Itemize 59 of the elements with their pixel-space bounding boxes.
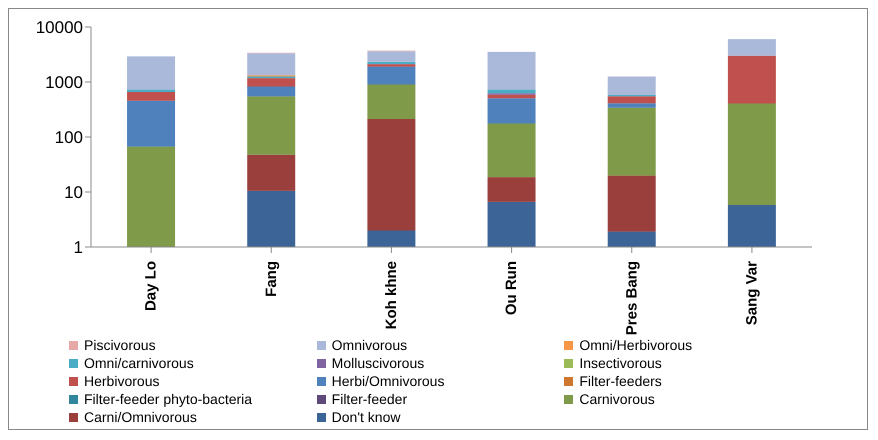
legend-label: Molluscivorous — [332, 355, 424, 371]
legend-label: Herbi/Omnivorous — [332, 373, 444, 389]
legend-label: Omni/carnivorous — [84, 355, 194, 371]
bar — [488, 177, 536, 202]
bar — [367, 66, 416, 84]
bar — [488, 52, 536, 90]
bar — [127, 56, 176, 90]
bar — [127, 90, 176, 92]
bar — [488, 94, 536, 98]
x-tick-label: Koh khne — [382, 261, 400, 330]
y-tick-label: 1000 — [45, 73, 83, 92]
legend-label: Omni/Herbivorous — [579, 337, 692, 353]
bar — [488, 202, 536, 247]
bar — [247, 96, 296, 155]
bar — [728, 56, 776, 104]
bar — [367, 119, 416, 230]
bar — [488, 90, 536, 94]
bar — [247, 86, 296, 96]
x-tick-label: Fang — [262, 261, 280, 297]
bar — [367, 230, 416, 247]
y-tick-label: 100 — [54, 128, 83, 148]
bar — [728, 39, 776, 56]
legend-label: Filter-feeder phyto-bacteria — [84, 391, 252, 407]
legend-label: Herbivorous — [84, 373, 160, 389]
legend-label: Filter-feeders — [579, 373, 662, 389]
bar — [728, 205, 776, 247]
bar — [608, 103, 656, 108]
bar — [367, 51, 416, 62]
bar — [367, 84, 416, 120]
bar — [247, 190, 296, 247]
legend-label: Carni/Omnivorous — [84, 409, 197, 425]
bar — [367, 64, 416, 67]
bar — [728, 104, 776, 206]
y-tick-label: 1 — [74, 238, 83, 258]
bar — [608, 108, 656, 176]
bar — [127, 146, 176, 247]
y-tick-label: 10000 — [36, 18, 83, 38]
legend-label: Carnivorous — [579, 391, 655, 407]
legend-label: Insectivorous — [579, 355, 662, 371]
x-tick-label: Day Lo — [142, 261, 160, 312]
bar — [127, 100, 176, 147]
bar — [247, 78, 296, 87]
y-tick-label: 10 — [64, 183, 83, 202]
bar — [247, 53, 296, 76]
bar — [608, 76, 656, 96]
bar — [608, 232, 656, 247]
x-tick-label: Pres Bang — [623, 261, 640, 336]
x-tick-label: Sang Var — [743, 260, 760, 326]
bar — [488, 124, 536, 178]
legend-label: Don't know — [332, 409, 400, 425]
legend-label: Piscivorous — [84, 337, 156, 353]
x-tick-label: Ou Run — [503, 261, 520, 316]
bar — [608, 176, 656, 232]
bar — [608, 96, 656, 104]
legend-label: Omnivorous — [332, 337, 408, 353]
bar — [247, 154, 296, 191]
bar — [488, 98, 536, 124]
bar — [127, 92, 176, 101]
legend-label: Filter-feeder — [332, 391, 408, 407]
